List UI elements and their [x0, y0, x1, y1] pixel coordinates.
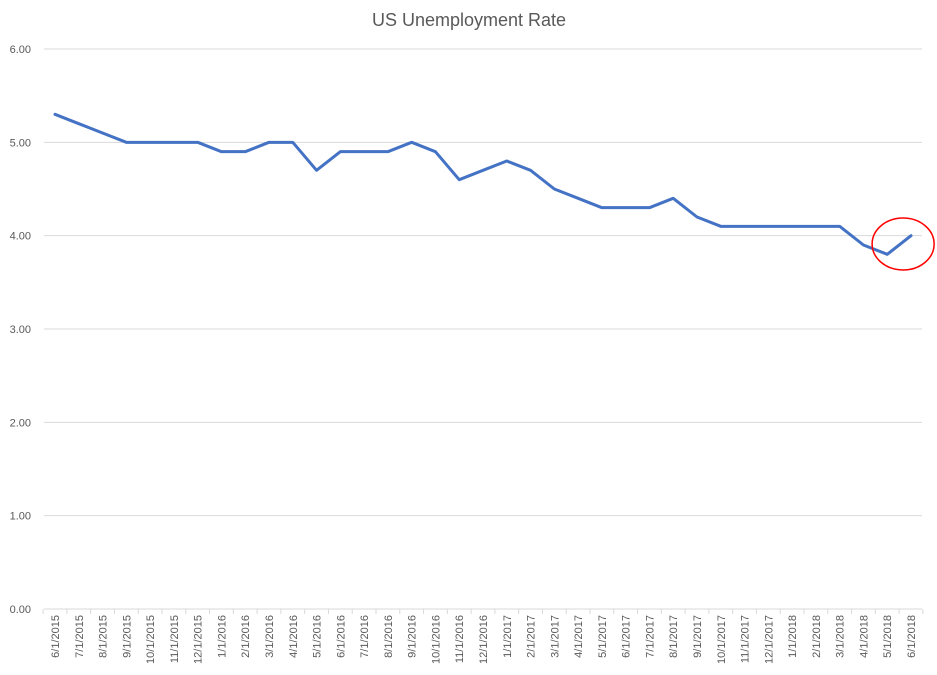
data-point: [172, 141, 176, 144]
x-tick-label: 8/1/2015: [98, 615, 110, 658]
data-point: [886, 253, 889, 256]
x-tick-label: 12/1/2015: [193, 615, 205, 664]
x-tick-label: 1/1/2016: [216, 615, 228, 658]
x-tick-label: 3/1/2016: [264, 615, 276, 658]
annotation-circle: [871, 217, 935, 271]
x-tick-label: 7/1/2017: [644, 615, 656, 658]
x-tick-label: 1/1/2017: [502, 615, 514, 658]
data-point: [695, 215, 699, 219]
x-tick-label: 1/1/2018: [787, 615, 799, 658]
x-tick-label: 3/1/2018: [835, 615, 847, 658]
data-point: [648, 206, 651, 209]
x-tick-label: 8/1/2016: [383, 615, 395, 658]
series-line: [53, 112, 913, 256]
x-tick-label: 6/1/2016: [335, 615, 347, 658]
y-tick-label: 3.00: [10, 324, 31, 336]
data-point: [719, 225, 722, 228]
data-point: [362, 150, 366, 153]
data-point: [267, 141, 271, 144]
y-tick-label: 6.00: [10, 44, 31, 56]
x-tick-label: 10/1/2016: [430, 615, 442, 664]
data-point: [125, 141, 128, 144]
x-tick-label: 5/1/2017: [597, 615, 609, 658]
data-point: [481, 169, 485, 172]
x-tick-label: 12/1/2017: [763, 615, 775, 664]
data-point: [505, 159, 508, 163]
x-tick-label: 11/1/2015: [169, 615, 181, 663]
x-tick-label: 6/1/2018: [906, 615, 918, 658]
data-point: [576, 197, 580, 200]
x-tick-label: 4/1/2016: [288, 615, 300, 658]
x-tick-label: 4/1/2017: [573, 615, 585, 658]
x-tick-label: 9/1/2016: [407, 615, 419, 658]
series-layer: [53, 112, 913, 256]
x-tick-label: 4/1/2018: [858, 615, 870, 658]
data-point: [386, 150, 390, 153]
x-tick-label: 5/1/2018: [882, 615, 894, 658]
data-point: [196, 141, 199, 144]
x-axis-tick-labels: 6/1/2015 7/1/2015 8/1/2015 9/1/2015 10/1/201…: [50, 615, 918, 664]
data-point: [220, 150, 223, 153]
data-point: [767, 225, 770, 228]
y-tick-label: 0.00: [10, 604, 31, 616]
x-tick-label: 11/1/2016: [454, 615, 466, 663]
y-tick-label: 4.00: [10, 231, 31, 243]
data-point: [909, 234, 913, 237]
data-point: [291, 141, 294, 144]
x-tick-label: 3/1/2017: [549, 615, 561, 658]
y-tick-label: 2.00: [10, 417, 31, 429]
data-point: [148, 141, 152, 144]
data-point: [862, 243, 865, 247]
data-point: [339, 150, 342, 153]
x-tick-label: 2/1/2016: [240, 615, 252, 658]
gridlines: [42, 48, 924, 614]
data-point: [743, 225, 746, 228]
data-point: [553, 187, 556, 191]
data-point: [410, 141, 413, 144]
x-tick-label: 2/1/2018: [811, 615, 823, 658]
data-point: [624, 206, 627, 209]
x-tick-label: 10/1/2017: [716, 615, 728, 664]
x-tick-label: 9/1/2015: [121, 615, 133, 658]
x-tick-label: 2/1/2017: [526, 615, 538, 658]
y-tick-label: 1.00: [10, 511, 31, 523]
data-point: [672, 197, 675, 200]
chart-title: US Unemployment Rate: [372, 10, 566, 30]
x-tick-label: 6/1/2017: [621, 615, 633, 658]
data-point: [53, 113, 57, 116]
data-point: [101, 131, 104, 135]
x-tick-label: 5/1/2016: [312, 615, 324, 658]
data-point: [458, 178, 461, 181]
x-tick-label: 9/1/2017: [692, 615, 704, 658]
data-point: [600, 206, 604, 209]
data-point: [790, 225, 794, 228]
x-tick-label: 6/1/2015: [50, 615, 62, 658]
data-point: [244, 150, 247, 153]
data-point: [315, 169, 318, 172]
data-point: [77, 122, 80, 125]
y-tick-label: 5.00: [10, 137, 31, 149]
x-tick-label: 8/1/2017: [668, 615, 680, 658]
data-point: [529, 169, 532, 172]
data-point: [838, 225, 841, 228]
data-point: [814, 225, 818, 228]
x-tick-label: 12/1/2016: [478, 615, 490, 664]
x-tick-label: 11/1/2017: [740, 615, 752, 663]
x-tick-label: 10/1/2015: [145, 615, 157, 664]
annotation-layer: [871, 217, 935, 271]
data-point: [434, 150, 437, 153]
x-tick-label: 7/1/2016: [359, 615, 371, 658]
y-axis-tick-labels: 0.00 1.00 2.00 3.00 4.00 5.00 6.00: [10, 44, 31, 616]
x-tick-label: 7/1/2015: [74, 615, 86, 658]
